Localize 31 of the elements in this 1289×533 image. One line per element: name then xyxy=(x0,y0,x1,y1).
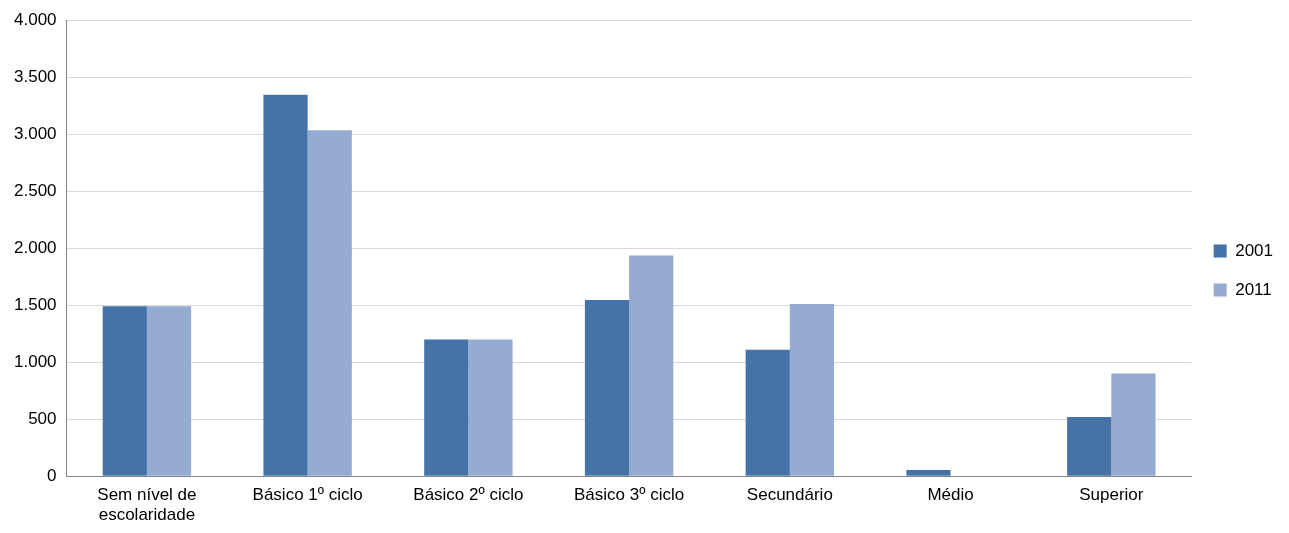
y-tick-label: 1.500 xyxy=(13,294,57,314)
y-tick-label: 500 xyxy=(28,408,57,428)
y-tick-label: 3.500 xyxy=(13,66,57,86)
x-tick-label: Sem nível de escolaridade xyxy=(97,485,197,525)
x-tick-label: Básico 1º ciclo xyxy=(252,485,363,505)
bar xyxy=(146,306,192,476)
bar xyxy=(629,255,674,476)
y-tick-label: 1.000 xyxy=(13,351,57,371)
legend-label: 2001 xyxy=(1235,240,1274,260)
bar xyxy=(745,349,790,476)
y-tick-label: 3.000 xyxy=(13,123,57,143)
x-tick-label: Secundário xyxy=(746,485,833,505)
x-tick-label: Básico 2º ciclo xyxy=(413,485,524,505)
bar xyxy=(1067,416,1112,476)
bar xyxy=(102,306,147,476)
y-tick-label: 4.000 xyxy=(13,9,57,29)
y-tick-label: 0 xyxy=(47,465,57,485)
x-tick-label: Superior xyxy=(1079,485,1144,505)
bar xyxy=(906,469,951,476)
y-tick-label: 2.000 xyxy=(13,237,57,257)
x-tick-label: Básico 3º ciclo xyxy=(574,485,685,505)
bar xyxy=(584,300,630,476)
bar xyxy=(307,130,352,476)
bar xyxy=(263,94,308,476)
legend-label: 2011 xyxy=(1235,279,1272,299)
y-tick-label: 2.500 xyxy=(13,180,57,200)
bar xyxy=(424,339,469,476)
bar xyxy=(1111,373,1156,476)
x-tick-label: Médio xyxy=(927,485,974,505)
bar xyxy=(789,304,835,476)
bar xyxy=(468,339,513,476)
